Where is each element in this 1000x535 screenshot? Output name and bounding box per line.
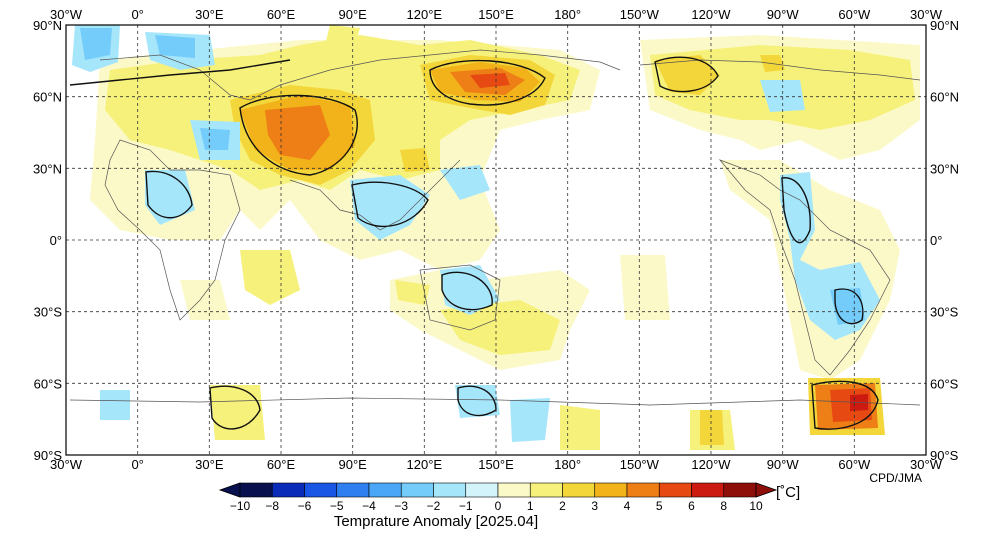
lat-label-right: 60°N	[930, 90, 959, 105]
lat-label-right: 90°S	[930, 448, 959, 463]
colorbar-tick-label: −10	[230, 499, 251, 513]
colorbar-swatch	[271, 482, 305, 498]
colorbar-tick-label: 8	[720, 499, 727, 513]
colorbar-swatch	[562, 482, 596, 498]
colorbar-tick-label: 2	[559, 499, 566, 513]
coastlines	[69, 49, 921, 406]
lon-label-bottom: 150°E	[478, 457, 514, 472]
lat-label-left: 0°	[50, 233, 62, 248]
lon-label-top: 60°W	[838, 7, 871, 22]
colorbar-swatch	[497, 482, 531, 498]
colorbar-tick-label: −5	[330, 499, 344, 513]
lat-label-right: 0°	[930, 233, 942, 248]
colorbar-swatch	[529, 482, 563, 498]
colorbar-tick-label: 1	[527, 499, 534, 513]
graticule	[66, 25, 926, 455]
colorbar-tick-label: 3	[591, 499, 598, 513]
lon-label-top: 90°W	[767, 7, 800, 22]
lat-label-left: 30°S	[34, 305, 63, 320]
colorbar-high-arrow	[755, 482, 778, 498]
lon-label-top: 150°E	[478, 7, 514, 22]
colorbar-tick-label: −4	[362, 499, 376, 513]
lon-label-top: 60°E	[267, 7, 296, 22]
colorbar-tick-label: 0	[495, 499, 502, 513]
lon-label-top: 30°W	[50, 7, 83, 22]
colorbar-low-arrow	[218, 482, 241, 498]
lon-label-top: 30°W	[910, 7, 943, 22]
longitude-labels-top: 30°W 0° 30°E 60°E 90°E 120°E 150°E 180° 150°W 120…	[50, 7, 943, 22]
lon-label-top: 30°E	[195, 7, 224, 22]
lon-label-top: 150°W	[620, 7, 660, 22]
colorbar-tick-label: −1	[459, 499, 473, 513]
lon-label-bottom: 90°E	[338, 457, 367, 472]
lon-label-top: 180°	[554, 7, 581, 22]
colorbar-swatch	[433, 482, 467, 498]
longitude-labels-bottom: 30°W 0° 30°E 60°E 90°E 120°E 150°E 180° 150°W 120…	[50, 457, 943, 472]
lon-label-bottom: 120°E	[407, 457, 443, 472]
map-title: Temprature Anomaly [2025.04]	[334, 513, 538, 530]
colorbar-swatch	[658, 482, 692, 498]
lon-label-top: 120°W	[691, 7, 731, 22]
colorbar: −10 −8 −6 −5 −4 −3 −2 −1 0 1 2 3 4 5 6 8 10	[218, 482, 778, 513]
credit-label: CPD/JMA	[869, 471, 922, 485]
lat-label-right: 90°N	[930, 18, 959, 33]
lon-label-bottom: 60°E	[267, 457, 296, 472]
lat-label-left: 30°N	[33, 161, 62, 176]
map-frame	[65, 24, 927, 456]
colorbar-tick-label: 5	[656, 499, 663, 513]
lon-label-bottom: 150°W	[620, 457, 660, 472]
lon-label-bottom: 30°W	[910, 457, 943, 472]
lon-label-bottom: 60°W	[838, 457, 871, 472]
lon-label-bottom: 120°W	[691, 457, 731, 472]
lon-label-bottom: 30°W	[50, 457, 83, 472]
units-label: [˚C]	[776, 484, 800, 501]
colorbar-tick-label: 4	[624, 499, 631, 513]
colorbar-swatch	[723, 482, 757, 498]
lon-label-top: 0°	[131, 7, 143, 22]
lat-label-left: 60°S	[34, 376, 63, 391]
colorbar-tick-label: −8	[265, 499, 279, 513]
latitude-labels-left: 90°N 60°N 30°N 0° 30°S 60°S 90°S	[33, 18, 62, 463]
lat-label-right: 30°S	[930, 305, 959, 320]
colorbar-swatch	[304, 482, 338, 498]
lat-label-left: 60°N	[33, 90, 62, 105]
colorbar-swatch	[336, 482, 370, 498]
colorbar-tick-label: −3	[394, 499, 408, 513]
colorbar-swatch	[239, 482, 273, 498]
lon-label-top: 90°E	[338, 7, 367, 22]
colorbar-swatch	[368, 482, 402, 498]
lon-label-bottom: 180°	[554, 457, 581, 472]
colorbar-tick-label: 10	[749, 499, 763, 513]
lat-label-right: 60°S	[930, 376, 959, 391]
contour-lines	[69, 56, 879, 430]
colorbar-swatch	[465, 482, 499, 498]
colorbar-tick-label: 6	[688, 499, 695, 513]
lon-label-bottom: 90°W	[767, 457, 800, 472]
colorbar-swatch	[400, 482, 434, 498]
lon-label-bottom: 0°	[131, 457, 143, 472]
lat-label-left: 90°N	[33, 18, 62, 33]
lat-label-left: 90°S	[34, 448, 63, 463]
colorbar-swatch	[594, 482, 628, 498]
colorbar-tick-label: −2	[427, 499, 441, 513]
lat-label-right: 30°N	[930, 161, 959, 176]
colorbar-swatch	[626, 482, 660, 498]
lon-label-top: 120°E	[407, 7, 443, 22]
lon-label-bottom: 30°E	[195, 457, 224, 472]
colorbar-tick-label: −6	[298, 499, 312, 513]
latitude-labels-right: 90°N 60°N 30°N 0° 30°S 60°S 90°S	[930, 18, 959, 463]
colorbar-swatch	[691, 482, 725, 498]
